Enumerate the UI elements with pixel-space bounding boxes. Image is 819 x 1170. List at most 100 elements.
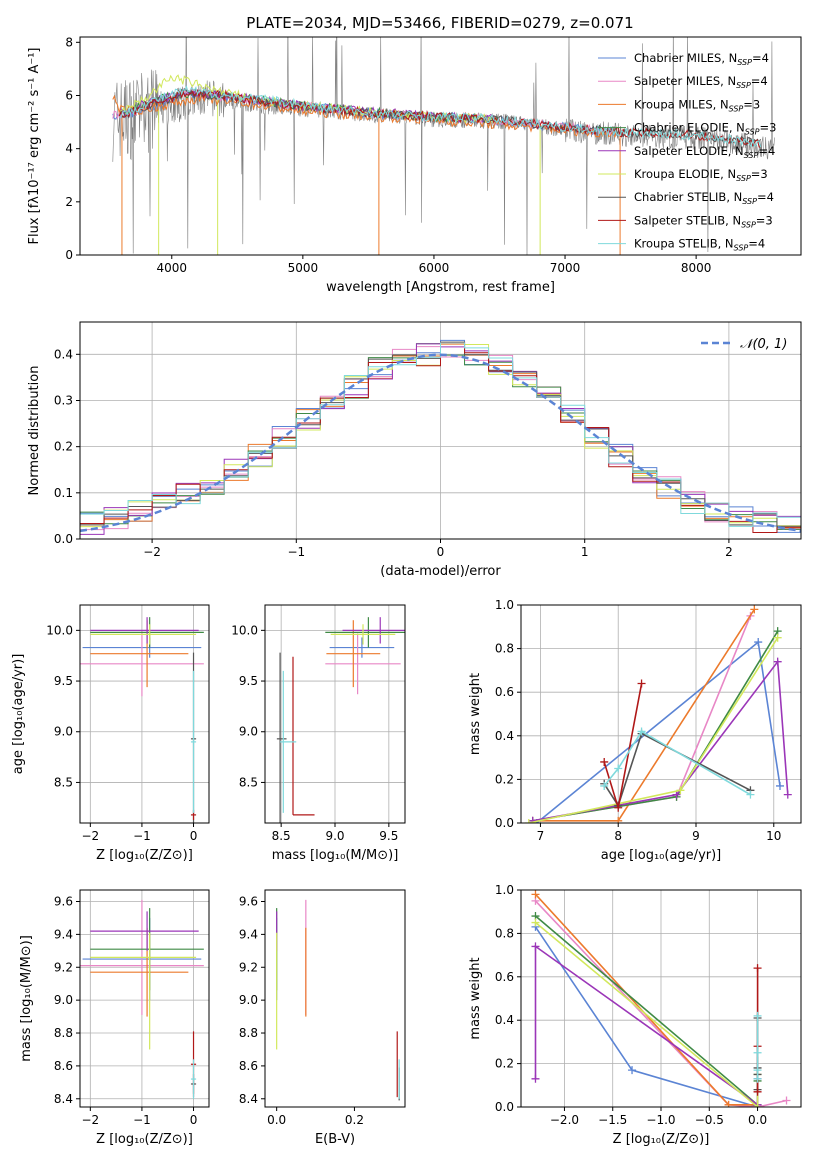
y-tick-label: 0.0: [54, 532, 73, 546]
y-tick-label: 0.1: [54, 486, 73, 500]
mass-weight-point: [746, 790, 755, 799]
legend-label: Kroupa MILES, NSSP=3: [634, 97, 760, 113]
x-axis-label: (data-model)/error: [380, 564, 501, 579]
y-tick-label: 6: [65, 88, 73, 102]
y-tick-label: 0.2: [495, 772, 514, 786]
mass-weight-point: [614, 764, 623, 773]
histogram-series-8: [80, 342, 801, 539]
mass-weight-point: [753, 964, 762, 973]
x-tick-label: −2: [81, 829, 99, 843]
mass-weight-point: [750, 605, 759, 614]
y-tick-label: 9.5: [54, 674, 73, 688]
y-tick-label: 0.6: [495, 970, 514, 984]
plot-area: [80, 339, 801, 539]
plot-area: [80, 899, 204, 1099]
x-tick-label: 1: [581, 545, 589, 559]
mass-weight-point: [754, 638, 763, 647]
mass-weight-line-2: [532, 608, 755, 822]
mass-weight-line-5: [534, 921, 759, 1107]
y-tick-label: 8.6: [239, 1059, 258, 1073]
mass-weight-point: [773, 657, 782, 666]
mass-weight-line-4: [534, 944, 759, 1107]
mass-weight-point: [676, 786, 685, 795]
y-tick-label: 9.4: [239, 927, 258, 941]
y-tick-label: 9.0: [239, 993, 258, 1007]
mass-weight-line-1: [532, 615, 752, 822]
y-tick-label: 8.5: [239, 775, 258, 789]
spectrum-panel: PLATE=2034, MJD=53466, FIBERID=0279, z=0…: [27, 14, 802, 295]
mass-weight-point: [776, 781, 784, 790]
mass-weight-point: [783, 790, 792, 799]
model-line-8: [119, 84, 762, 148]
errorbar-panel-5: −2 −1 0 8.4 8.6 8.8 9.0 9.2 9.4 9.6 Z [log₁₀(Z/Z⊙)…: [19, 889, 210, 1147]
x-tick-label: −1.0: [646, 1113, 675, 1127]
residual-histogram-panel: −2 −1 0 1 2 0.0 0.1 0.2 0.3 0.4 (data-model)/error…: [27, 321, 802, 579]
x-tick-label: −1: [287, 545, 305, 559]
legend-label: Kroupa ELODIE, NSSP=3: [634, 167, 768, 183]
y-tick-label: 0.0: [495, 816, 514, 830]
y-tick-label: 0.8: [495, 642, 514, 656]
mass-weight-point: [531, 942, 540, 951]
x-tick-label: 6000: [419, 261, 450, 275]
y-tick-label: 10.0: [231, 623, 258, 637]
mass-weight-point: [628, 1066, 637, 1075]
legend: Chabrier MILES, NSSP=4 Salpeter MILES, NS…: [598, 51, 776, 253]
y-tick-label: 4: [65, 142, 73, 156]
x-tick-label: 9: [692, 829, 700, 843]
y-tick-label: 9.0: [239, 725, 258, 739]
axes-frame: [79, 36, 802, 256]
x-tick-label: 9.0: [325, 829, 344, 843]
y-tick-label: 9.2: [54, 960, 73, 974]
legend-label: Chabrier ELODIE, NSSP=3: [634, 121, 776, 137]
mass-weight-point: [753, 1074, 762, 1083]
errorbar-panel-6: 0.0 0.2 8.4 8.6 8.8 9.0 9.2 9.4 9.6 E(B-V): [239, 889, 406, 1147]
mass-weight-line-8: [603, 730, 751, 796]
x-tick-label: 0.2: [345, 1113, 364, 1127]
axes-frame: [79, 889, 210, 1108]
mass-weight-panel-4: 7 8 9 10 0.0 0.2 0.4 0.6 0.8 1.0 age [log₁₀(age/yr…: [468, 598, 802, 863]
y-tick-label: 0.4: [495, 729, 514, 743]
x-tick-label: −0.5: [695, 1113, 724, 1127]
plot-area: [524, 605, 792, 823]
y-axis-label: mass [log₁₀(M/M⊙)]: [19, 935, 34, 1062]
chart-title: PLATE=2034, MJD=53466, FIBERID=0279, z=0…: [246, 14, 633, 32]
x-tick-label: 8000: [681, 261, 712, 275]
mass-weight-point: [753, 1103, 762, 1107]
mass-weight-point: [782, 1096, 791, 1105]
y-tick-label: 8.8: [54, 1026, 73, 1040]
mass-weight-line-6: [603, 732, 751, 808]
mass-weight-point: [531, 1074, 540, 1083]
y-tick-label: 9.2: [239, 960, 258, 974]
x-axis-label: E(B-V): [315, 1132, 355, 1147]
legend-label: Chabrier STELIB, NSSP=4: [634, 190, 774, 206]
y-tick-label: 8.8: [239, 1026, 258, 1040]
mass-weight-line-2: [534, 893, 758, 1106]
errorbar-panel-3: 8.5 9.0 9.5 8.5 9.0 9.5 10.0 mass [log₁₀(M/M⊙)]: [231, 604, 406, 863]
mass-weight-point: [753, 1011, 762, 1020]
mass-weight-point: [637, 679, 646, 688]
y-tick-label: 1.0: [495, 598, 514, 612]
x-tick-label: 0: [190, 1113, 198, 1127]
mass-weight-point: [531, 918, 540, 927]
x-tick-label: −2: [81, 1113, 99, 1127]
x-tick-label: 9.5: [379, 829, 398, 843]
x-tick-label: −2.0: [550, 1113, 579, 1127]
y-tick-label: 9.5: [239, 674, 258, 688]
x-tick-label: 7000: [550, 261, 581, 275]
plot-area: [112, 37, 775, 255]
y-tick-label: 9.6: [54, 895, 73, 909]
x-tick-label: −1: [133, 1113, 151, 1127]
y-tick-label: 0.2: [54, 440, 73, 454]
x-tick-label: 7: [537, 829, 545, 843]
legend-label: Salpeter MILES, NSSP=4: [634, 74, 768, 90]
y-axis-label: mass weight: [468, 673, 483, 755]
y-tick-label: 9.0: [54, 993, 73, 1007]
axes-frame: [264, 889, 406, 1108]
mass-weight-point: [600, 781, 609, 790]
y-tick-label: 0.4: [54, 347, 73, 361]
x-axis-label: wavelength [Angstrom, rest frame]: [326, 280, 555, 295]
mass-weight-point: [724, 1100, 733, 1107]
legend-label: Chabrier MILES, NSSP=4: [634, 51, 769, 67]
x-tick-label: 0.0: [267, 1113, 286, 1127]
